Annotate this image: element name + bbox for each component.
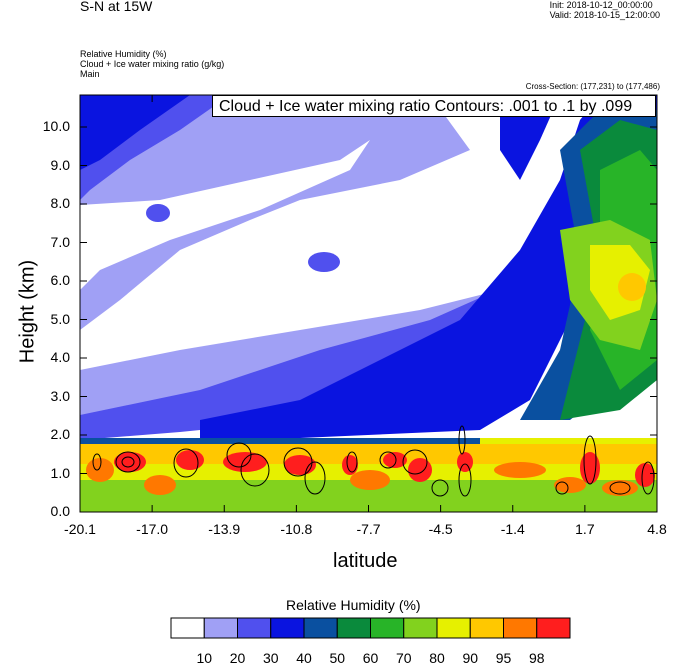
colorbar-swatch xyxy=(170,617,205,639)
y-tick-label: 0.0 xyxy=(50,503,70,519)
colorbar-swatch xyxy=(403,617,438,639)
x-tick-label: -10.8 xyxy=(280,521,313,537)
colorbar-level-label: 90 xyxy=(462,650,479,666)
init-label: Init: 2018-10-12_00:00:00 xyxy=(549,0,653,10)
colorbar-level-label: 40 xyxy=(296,650,312,666)
x-tick-label: -7.7 xyxy=(356,521,381,537)
rh-surface-orange-patches xyxy=(86,458,638,496)
x-tick-label: -17.0 xyxy=(136,521,169,537)
y-tick-label: 9.0 xyxy=(50,156,70,173)
rh-surface-dark xyxy=(80,438,480,444)
rh-band-30 xyxy=(80,240,570,440)
colorbar-level-label: 98 xyxy=(528,650,545,666)
colorbar-swatch xyxy=(237,617,272,639)
colorbar-swatch xyxy=(469,617,504,639)
colorbar-swatch xyxy=(203,617,238,639)
x-tick-label: -4.5 xyxy=(428,521,453,537)
colorbar-level-label: 30 xyxy=(262,650,279,666)
valid-label: Valid: 2018-10-15_12:00:00 xyxy=(549,10,660,20)
y-axis-ticks xyxy=(80,126,657,513)
colorbar-level-label: 20 xyxy=(229,650,246,666)
y-tick-label: 3.0 xyxy=(50,387,70,404)
colorbar-level-label: 95 xyxy=(495,650,512,666)
field-qcloud: Cloud + Ice water mixing ratio (g/kg) xyxy=(80,59,225,69)
colorbar-level-label: 50 xyxy=(329,650,346,666)
colorbar-level-label: 70 xyxy=(395,650,412,666)
y-tick-label: 7.0 xyxy=(50,233,70,250)
field-domain: Main xyxy=(80,69,100,79)
colorbar-swatch xyxy=(503,617,538,639)
cross-section-label: Cross-Section: (177,231) to (177,486) xyxy=(525,82,660,91)
field-rh: Relative Humidity (%) xyxy=(80,49,167,59)
x-tick-label: 4.8 xyxy=(647,521,667,537)
colorbar-swatch xyxy=(536,617,571,639)
colorbar-swatch xyxy=(303,617,338,639)
rh-pocket-lavender-2 xyxy=(146,204,170,222)
colorbar-swatch xyxy=(436,617,471,639)
y-tick-label: 1.0 xyxy=(50,464,70,481)
colorbar-swatch xyxy=(370,617,405,639)
colorbar-swatch xyxy=(336,617,371,639)
rh-surface-yellow-band xyxy=(80,444,657,464)
x-tick-label: -13.9 xyxy=(208,521,241,537)
humidity-field xyxy=(80,95,657,512)
x-tick-label: 1.7 xyxy=(575,521,595,537)
y-tick-label: 10.0 xyxy=(42,118,70,134)
y-tick-label: 5.0 xyxy=(50,310,70,327)
x-axis-label: latitude xyxy=(333,550,398,572)
colorbar-swatch xyxy=(270,617,305,639)
y-tick-label: 4.0 xyxy=(50,349,70,365)
contour-info-box: Cloud + Ice water mixing ratio Contours:… xyxy=(212,95,656,117)
x-tick-label: -20.1 xyxy=(64,521,96,537)
rh-band-40 xyxy=(80,95,190,170)
x-tick-label: -1.4 xyxy=(500,521,525,537)
rh-pocket-lavender-1 xyxy=(308,252,340,272)
cloud-contours xyxy=(92,425,655,497)
field-names: Relative Humidity (%) Cloud + Ice water … xyxy=(80,49,224,79)
rh-surface-red-patches xyxy=(114,450,655,487)
rh-pocket-white-upper xyxy=(80,140,370,290)
colorbar-level-label: 60 xyxy=(362,650,379,666)
colorbar-level-label: 80 xyxy=(429,650,445,666)
rh-band-20 xyxy=(80,95,470,330)
rh-band-95-patch xyxy=(618,273,646,301)
chart-title: S-N at 15W xyxy=(80,0,153,14)
init-time: Init: 2018-10-12_00:00:00 Valid: 2018-10… xyxy=(550,0,660,20)
colorbar-title: Relative Humidity (%) xyxy=(286,597,421,613)
colorbar xyxy=(170,617,571,639)
y-tick-label: 6.0 xyxy=(50,272,70,288)
colorbar-level-label: 10 xyxy=(196,650,213,666)
y-tick-label: 2.0 xyxy=(50,426,70,442)
y-tick-label: 8.0 xyxy=(50,195,70,211)
rh-band-40-diag xyxy=(200,95,657,440)
